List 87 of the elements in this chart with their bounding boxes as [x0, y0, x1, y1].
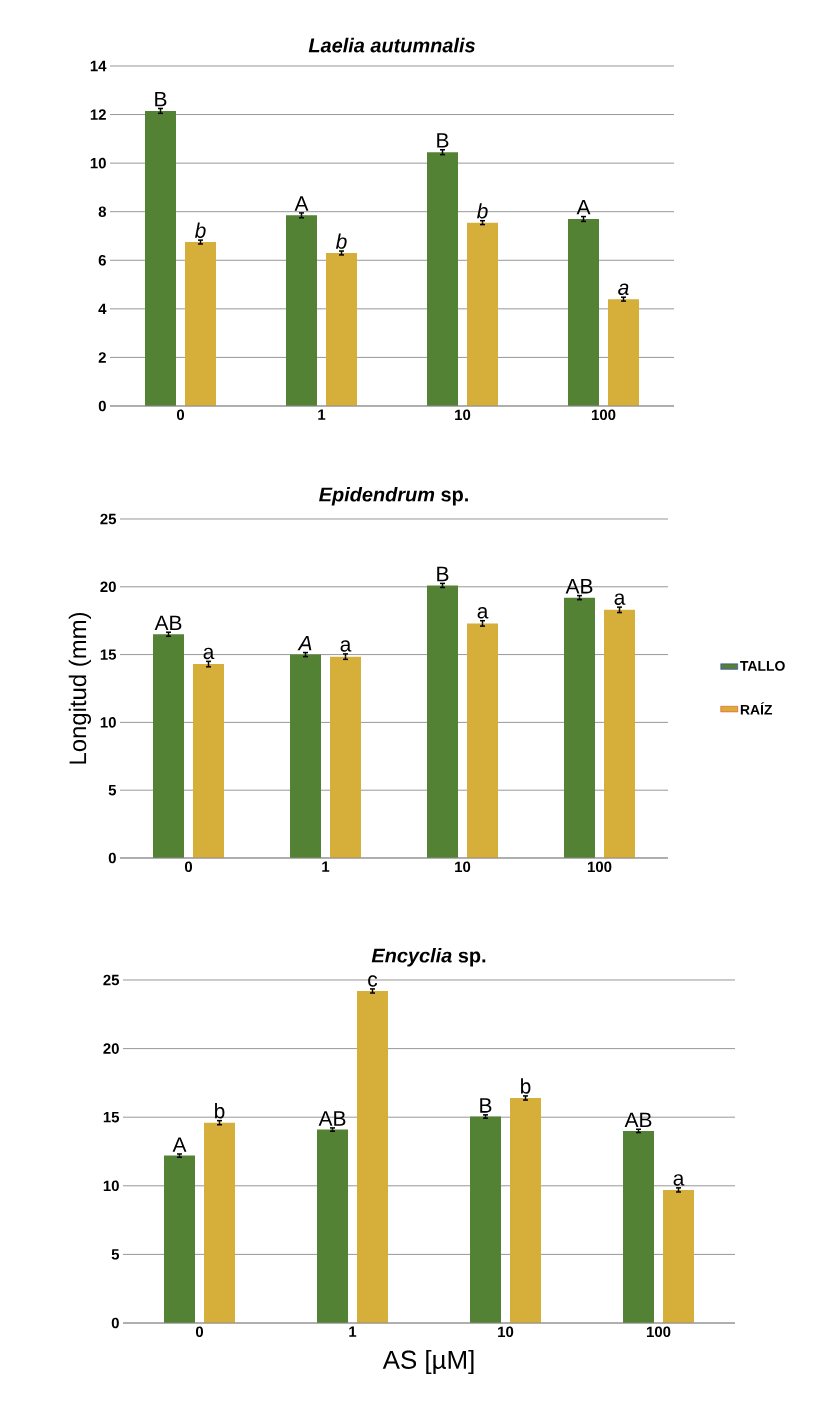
- bar: [145, 110, 176, 406]
- x-tick-label: 100: [646, 1326, 671, 1338]
- x-tick-label: 100: [591, 409, 616, 421]
- annotation: A: [297, 635, 312, 651]
- annotation: B: [437, 133, 449, 148]
- chart-title: Epidendrum sp.: [319, 486, 468, 506]
- bar: [286, 215, 317, 406]
- legend-label: TALLO: [740, 660, 785, 671]
- bar: [185, 242, 216, 406]
- x-tick-label: 1: [318, 409, 326, 420]
- chart-title: Laelia autumnalis: [308, 37, 475, 53]
- bar: [467, 623, 498, 858]
- y-tick-label: 25: [100, 513, 117, 525]
- x-tick-label: 0: [176, 409, 185, 421]
- y-tick-label: 25: [103, 974, 120, 986]
- y-tick-label: 14: [90, 60, 107, 72]
- bar: [326, 252, 357, 406]
- y-tick-label: 12: [90, 109, 106, 120]
- annotation: c: [368, 975, 378, 987]
- annotation: A: [294, 196, 309, 211]
- y-tick-label: 5: [108, 784, 117, 796]
- y-tick-label: 2: [98, 352, 106, 363]
- annotation: AB: [624, 1112, 652, 1128]
- bar: [427, 152, 458, 406]
- bar: [317, 1129, 348, 1323]
- y-tick-label: 15: [100, 649, 117, 660]
- annotation: AB: [318, 1111, 346, 1126]
- x-tick-label: 0: [184, 861, 193, 873]
- x-tick-label: 1: [349, 1326, 357, 1337]
- annotation: B: [155, 91, 167, 107]
- y-tick-label: 20: [100, 581, 116, 593]
- annotation: B: [437, 566, 449, 582]
- x-axis-title: AS [µM]: [382, 1349, 474, 1375]
- y-tick-label: 15: [103, 1111, 120, 1123]
- y-tick-label: 0: [98, 400, 106, 412]
- y-tick-label: 0: [111, 1317, 119, 1329]
- y-tick-label: 10: [90, 157, 106, 169]
- annotation: b: [476, 203, 488, 219]
- x-tick-label: 10: [498, 1326, 514, 1338]
- bar: [623, 1130, 655, 1323]
- annotation: A: [576, 199, 591, 215]
- bar: [330, 656, 361, 858]
- legend-label: RAÍZ: [740, 702, 773, 715]
- annotation: b: [215, 1103, 225, 1119]
- annotation: b: [521, 1078, 531, 1094]
- bar: [164, 1155, 195, 1323]
- annotation: AB: [154, 615, 182, 631]
- y-tick-label: 5: [111, 1249, 120, 1260]
- y-tick-label: 6: [98, 254, 106, 266]
- y-tick-label: 0: [108, 852, 116, 864]
- chart-title: Encyclia sp.: [371, 947, 486, 967]
- annotation: A: [172, 1137, 187, 1152]
- x-tick-label: 1: [322, 861, 330, 872]
- x-tick-label: 100: [587, 861, 612, 873]
- bar: [564, 597, 596, 858]
- annotation: a: [673, 1174, 685, 1186]
- x-tick-label: 10: [455, 409, 471, 421]
- bar: [608, 299, 640, 406]
- x-tick-label: 10: [455, 861, 471, 873]
- bar: [153, 634, 184, 858]
- y-tick-label: 10: [103, 1180, 119, 1192]
- y-tick-label: 10: [100, 717, 116, 728]
- bar: [467, 222, 499, 406]
- bar: [193, 664, 224, 858]
- bar: [204, 1122, 235, 1323]
- y-axis-title: Longitud (mm): [68, 612, 92, 764]
- bar: [357, 990, 388, 1323]
- y-tick-label: 8: [98, 206, 107, 217]
- annotation: b: [335, 233, 347, 249]
- annotation: a: [614, 593, 626, 605]
- bar: [604, 609, 636, 858]
- bar: [427, 585, 458, 858]
- bar: [290, 654, 321, 858]
- annotation: a: [618, 283, 629, 295]
- annotation: a: [340, 640, 352, 652]
- bar: [663, 1189, 695, 1323]
- y-tick-label: 4: [98, 303, 107, 314]
- bar: [470, 1116, 502, 1323]
- bar: [510, 1097, 542, 1323]
- bar: [568, 218, 600, 406]
- annotation: B: [480, 1098, 492, 1113]
- annotation: b: [194, 222, 206, 238]
- annotation: AB: [565, 579, 593, 594]
- x-tick-label: 0: [195, 1326, 204, 1338]
- annotation: a: [203, 647, 215, 660]
- annotation: a: [477, 607, 489, 619]
- y-tick-label: 20: [103, 1043, 119, 1054]
